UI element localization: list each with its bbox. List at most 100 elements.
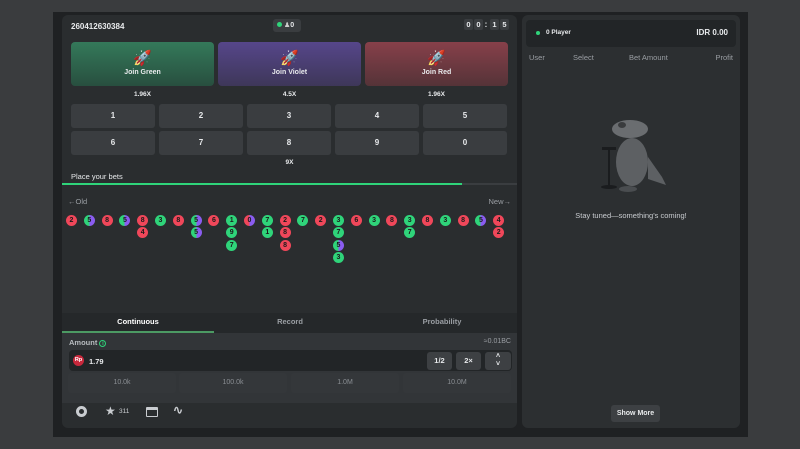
history-ball: 1 — [261, 227, 273, 239]
user-icon: ♟ — [283, 22, 291, 29]
history-ball: 3 — [368, 215, 380, 226]
timer-digit: 5 — [500, 19, 509, 30]
join-violet-label: Join Violet — [271, 69, 308, 76]
col-user: User — [529, 53, 545, 62]
history-ball: 8 — [386, 215, 398, 226]
history-old: ←Old — [68, 197, 87, 206]
new-label: New — [488, 197, 504, 206]
arrow-left-icon: ← — [68, 197, 76, 206]
preset-10m[interactable]: 10.0M — [403, 373, 511, 393]
arrow-right-icon: → — [503, 197, 512, 206]
green-multiplier: 1.96X — [134, 91, 151, 98]
history-ball: 2 — [315, 215, 327, 226]
history-ball: 5 — [190, 215, 202, 226]
history-new: New→ — [488, 197, 511, 206]
col-select: Select — [573, 53, 594, 62]
number-button-9[interactable]: 9 — [335, 131, 419, 155]
red-multiplier: 1.96X — [428, 91, 445, 98]
history-ball: 7 — [333, 227, 344, 239]
number-button-8[interactable]: 8 — [247, 131, 331, 155]
number-button-1[interactable]: 1 — [71, 104, 155, 128]
preset-1m[interactable]: 1.0M — [291, 373, 399, 393]
history-ball: 3 — [333, 215, 344, 226]
players-header — [526, 20, 736, 47]
tab-record[interactable]: Record — [277, 317, 303, 326]
window-icon[interactable] — [146, 407, 158, 417]
history-ball: 8 — [172, 215, 184, 226]
history-ball: 5 — [333, 239, 344, 251]
history-ball: 8 — [137, 215, 149, 226]
amount-value[interactable]: 1.79 — [89, 357, 104, 366]
stepper-button[interactable]: ˄ ˅ — [485, 352, 511, 370]
history-ball: 7 — [261, 215, 273, 226]
history-ball: 3 — [155, 215, 166, 226]
history-ball: 6 — [350, 215, 362, 226]
rupiah-currency-icon: Rp — [73, 355, 84, 366]
join-red-label: Join Red — [421, 69, 452, 76]
tab-probability[interactable]: Probability — [422, 317, 462, 326]
online-dot-icon — [277, 22, 282, 27]
history-ball: 8 — [101, 215, 113, 226]
players-panel: 0 Player IDR 0.00 User Select Bet Amount… — [522, 15, 740, 428]
amount-label-text: Amount — [69, 338, 98, 347]
join-green-button[interactable]: 🚀 Join Green — [71, 42, 214, 86]
half-button[interactable]: 1/2 — [427, 352, 452, 370]
tab-bar — [62, 313, 517, 333]
number-button-2[interactable]: 2 — [159, 104, 243, 128]
number-button-6[interactable]: 6 — [71, 131, 155, 155]
players-total: IDR 0.00 — [696, 28, 728, 37]
history-ball: 4 — [137, 227, 149, 239]
history-ball: 9 — [226, 227, 238, 239]
number-button-3[interactable]: 3 — [247, 104, 331, 128]
show-more-button[interactable]: Show More — [611, 405, 660, 422]
empty-message: Stay tuned—something's coming! — [575, 211, 687, 220]
timer-digit: 0 — [464, 19, 473, 30]
double-button[interactable]: 2× — [456, 352, 481, 370]
number-button-5[interactable]: 5 — [423, 104, 507, 128]
number-button-0[interactable]: 0 — [423, 131, 507, 155]
online-badge: ♟0 — [273, 19, 301, 32]
history-ball: 4 — [493, 215, 505, 226]
preset-100k[interactable]: 100.0k — [179, 373, 287, 393]
history-ball: 2 — [493, 227, 505, 239]
join-violet-button[interactable]: 🚀 Join Violet — [218, 42, 361, 86]
violet-multiplier: 4.5X — [282, 91, 297, 98]
history-ball: 3 — [404, 215, 416, 226]
online-count: 0 — [290, 22, 295, 29]
amount-conversion: ≈0.01BC — [483, 338, 511, 345]
tab-continuous[interactable]: Continuous — [117, 317, 159, 326]
status-text: Place your bets — [71, 172, 123, 181]
preset-10k[interactable]: 10.0k — [68, 373, 176, 393]
history-ball: 3 — [439, 215, 451, 226]
col-bet-amount: Bet Amount — [629, 53, 668, 62]
join-red-button[interactable]: 🚀 Join Red — [365, 42, 508, 86]
history-ball: 2 — [279, 215, 291, 226]
star-icon[interactable]: ★ — [105, 404, 116, 418]
timer-digit: 0 — [474, 19, 483, 30]
history-ball: 8 — [279, 239, 291, 251]
old-label: Old — [75, 197, 88, 206]
history-ball: 6 — [208, 215, 220, 226]
join-green-label: Join Green — [124, 69, 161, 76]
history-ball: 1 — [226, 215, 238, 226]
number-button-7[interactable]: 7 — [159, 131, 243, 155]
amount-input[interactable] — [69, 350, 512, 371]
online-dot-icon — [536, 31, 540, 35]
number-button-4[interactable]: 4 — [335, 104, 419, 128]
active-tab-indicator — [62, 331, 214, 333]
history-ball: 5 — [475, 215, 487, 226]
amount-label: Amount i — [69, 338, 107, 347]
history-ball: 5 — [190, 227, 202, 239]
player-count: 0 Player — [546, 29, 571, 36]
settings-icon[interactable] — [76, 406, 87, 417]
history-ball: 8 — [279, 227, 291, 239]
history-ball: 5 — [119, 215, 131, 226]
history-ball: 8 — [422, 215, 433, 226]
history-ball: 7 — [297, 215, 309, 226]
rocket-icon: 🚀 — [133, 50, 152, 67]
history-ball: 7 — [226, 239, 238, 251]
info-icon[interactable]: i — [99, 340, 107, 347]
chart-curve-icon[interactable]: ∿ — [173, 403, 184, 417]
